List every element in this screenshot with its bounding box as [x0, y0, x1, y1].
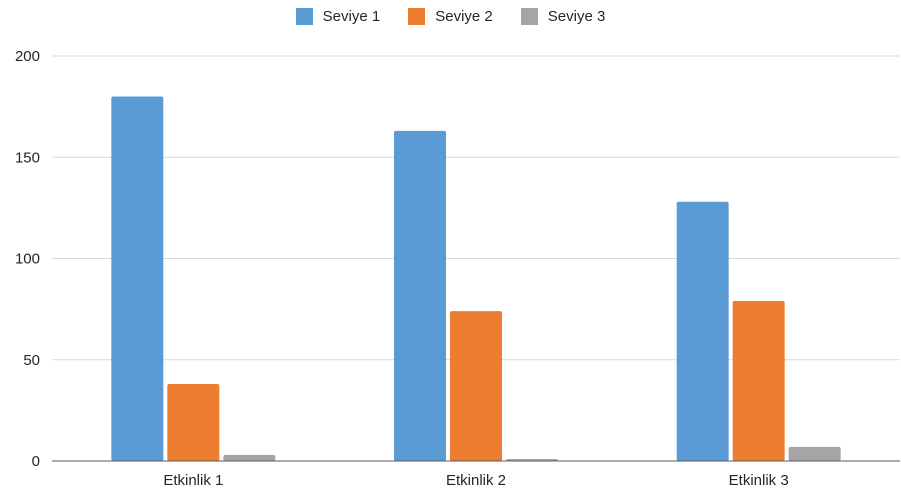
- x-tick-label: Etkinlik 1: [163, 472, 223, 489]
- legend-item-seviye-1: Seviye 1: [295, 7, 381, 25]
- bar-seviye-3-etkinlik-2: [506, 458, 558, 461]
- gridlines: [52, 55, 900, 361]
- y-tick-label: 100: [15, 251, 40, 268]
- bar-seviye-3-etkinlik-1: [223, 454, 276, 461]
- y-axis: 0 50 100 150 200: [15, 48, 40, 470]
- legend-swatch-seviye-1: [295, 7, 313, 25]
- legend-label-seviye-3: Seviye 3: [547, 7, 606, 25]
- x-axis: Etkinlik 1 Etkinlik 2 Etkinlik 3: [163, 472, 788, 489]
- y-tick-label: 0: [32, 453, 40, 470]
- y-tick-label: 200: [15, 48, 40, 65]
- legend-item-seviye-2: Seviye 2: [408, 7, 493, 25]
- y-tick-label: 50: [23, 352, 40, 369]
- legend-item-seviye-3: Seviye 3: [520, 7, 606, 25]
- bar-seviye-3-etkinlik-3: [788, 446, 841, 461]
- y-tick-label: 150: [15, 149, 40, 166]
- bar-seviye-2-etkinlik-2: [450, 311, 502, 461]
- bar-seviye-2-etkinlik-1: [167, 384, 220, 461]
- bar-seviye-1-etkinlik-3: [676, 201, 729, 462]
- chart-legend: Seviye 1 Seviye 2 Seviye 3: [0, 4, 901, 28]
- legend-label-seviye-2: Seviye 2: [435, 7, 493, 25]
- legend-label-seviye-1: Seviye 1: [322, 7, 381, 25]
- legend-swatch-seviye-2: [408, 7, 426, 25]
- bars: [111, 96, 841, 462]
- bar-seviye-1-etkinlik-2: [394, 130, 446, 462]
- bar-seviye-2-etkinlik-3: [732, 301, 785, 461]
- legend-swatch-seviye-3: [520, 7, 538, 25]
- x-tick-label: Etkinlik 2: [446, 472, 506, 489]
- x-tick-label: Etkinlik 3: [729, 472, 789, 489]
- bar-seviye-1-etkinlik-1: [111, 96, 164, 461]
